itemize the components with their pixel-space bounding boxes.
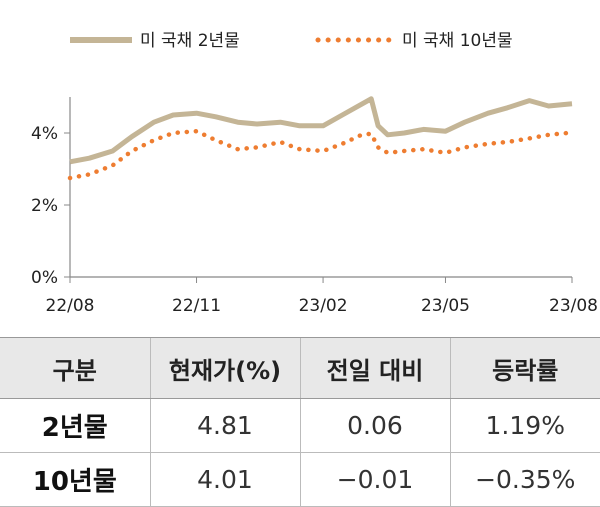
row-change: −0.01 xyxy=(299,452,450,507)
row-label: 10년물 xyxy=(0,452,150,507)
series-line-2y xyxy=(69,96,573,165)
yield-chart: 미 국채 2년물 미 국채 10년물 0% 2% 4% 22/08 22/11 23/0… xyxy=(31,31,598,316)
table-row: 2년물 4.81 0.06 1.19% xyxy=(0,398,600,453)
y-tick-label: 2% xyxy=(31,196,58,216)
legend-label-2y: 미 국채 2년물 xyxy=(140,31,240,51)
row-rate: −0.35% xyxy=(449,452,600,507)
row-price: 4.01 xyxy=(149,452,300,507)
x-tick-label: 22/11 xyxy=(172,296,221,316)
table-row: 10년물 4.01 −0.01 −0.35% xyxy=(0,452,600,507)
header-change: 전일 대비 xyxy=(299,337,450,399)
series-line-10y xyxy=(67,128,575,181)
legend-label-10y: 미 국채 10년물 xyxy=(402,31,513,51)
row-label: 2년물 xyxy=(0,398,150,453)
y-tick-label: 4% xyxy=(31,124,58,144)
x-tick-label: 23/05 xyxy=(421,296,470,316)
x-tick-label: 23/08 xyxy=(549,296,598,316)
y-tick-label: 0% xyxy=(31,268,58,288)
y-ticks: 0% 2% 4% xyxy=(31,124,70,288)
x-tick-label: 23/02 xyxy=(299,296,348,316)
yield-quote-table: 구분 현재가(%) 전일 대비 등락률 2년물 4.81 0.06 1.19% … xyxy=(0,337,600,507)
header-price: 현재가(%) xyxy=(149,337,300,399)
row-price: 4.81 xyxy=(149,398,300,453)
x-ticks: 22/08 22/11 23/02 23/05 23/08 xyxy=(46,277,598,316)
row-change: 0.06 xyxy=(299,398,450,453)
legend: 미 국채 2년물 미 국채 10년물 xyxy=(70,31,513,51)
row-rate: 1.19% xyxy=(449,398,600,453)
x-tick-label: 22/08 xyxy=(46,296,95,316)
header-rate: 등락률 xyxy=(449,337,600,399)
table-header-row: 구분 현재가(%) 전일 대비 등락률 xyxy=(0,337,600,399)
header-category: 구분 xyxy=(0,337,150,399)
